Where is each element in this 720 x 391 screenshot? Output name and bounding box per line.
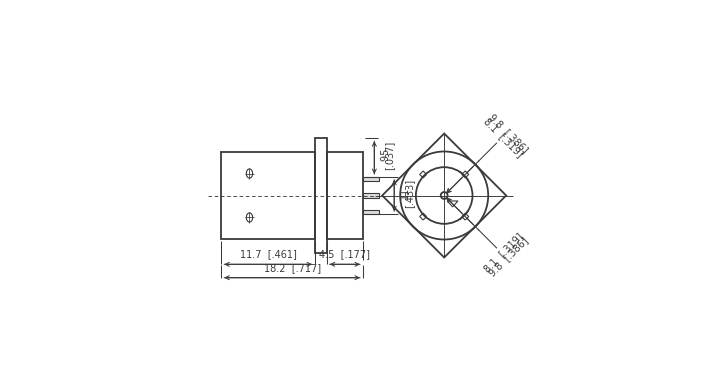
Text: 11.7  [.461]: 11.7 [.461] xyxy=(240,249,297,259)
Bar xyxy=(363,177,379,181)
Bar xyxy=(363,210,379,214)
Text: 9.8  [.386]: 9.8 [.386] xyxy=(487,235,530,278)
Bar xyxy=(363,194,379,197)
Text: .95: .95 xyxy=(379,148,390,163)
Text: [.037]: [.037] xyxy=(384,141,395,170)
Text: [.433]: [.433] xyxy=(404,179,414,208)
Ellipse shape xyxy=(246,213,253,222)
Text: 8.1  [.319]: 8.1 [.319] xyxy=(482,231,525,274)
Bar xyxy=(315,138,327,253)
Text: 11: 11 xyxy=(400,187,410,199)
Bar xyxy=(327,152,363,239)
Ellipse shape xyxy=(246,169,253,178)
Bar xyxy=(222,152,315,239)
Text: 4.5  [.177]: 4.5 [.177] xyxy=(320,249,370,259)
Text: 18.2  [.717]: 18.2 [.717] xyxy=(264,263,320,273)
Text: 9.8  [.386]: 9.8 [.386] xyxy=(487,111,530,154)
Text: 8.1  [.319]: 8.1 [.319] xyxy=(482,116,525,158)
